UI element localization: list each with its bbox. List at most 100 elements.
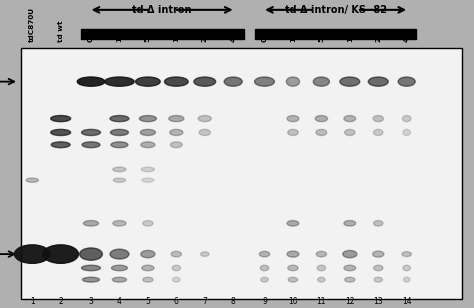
Ellipse shape bbox=[143, 277, 153, 282]
Ellipse shape bbox=[113, 221, 126, 226]
Ellipse shape bbox=[373, 251, 384, 257]
Text: 12: 12 bbox=[345, 298, 355, 306]
Text: 8: 8 bbox=[231, 298, 236, 306]
Text: 3: 3 bbox=[89, 298, 93, 306]
Ellipse shape bbox=[140, 129, 155, 136]
Ellipse shape bbox=[169, 116, 184, 122]
Text: tdC870U: tdC870U bbox=[29, 6, 35, 42]
Ellipse shape bbox=[199, 129, 210, 136]
Ellipse shape bbox=[287, 221, 299, 226]
Ellipse shape bbox=[288, 265, 298, 271]
Ellipse shape bbox=[286, 77, 300, 86]
Text: 1: 1 bbox=[30, 298, 35, 306]
Text: 0': 0' bbox=[88, 34, 94, 42]
Text: 1': 1' bbox=[290, 34, 296, 42]
Ellipse shape bbox=[170, 142, 182, 148]
Bar bbox=[21, 48, 462, 299]
Text: 5: 5 bbox=[146, 298, 150, 306]
Ellipse shape bbox=[82, 277, 100, 282]
Ellipse shape bbox=[82, 142, 100, 148]
Text: 11: 11 bbox=[317, 298, 326, 306]
Ellipse shape bbox=[340, 77, 360, 86]
Ellipse shape bbox=[344, 265, 356, 271]
Ellipse shape bbox=[112, 277, 127, 282]
Ellipse shape bbox=[113, 178, 126, 182]
Ellipse shape bbox=[164, 77, 188, 86]
Ellipse shape bbox=[287, 116, 299, 122]
Ellipse shape bbox=[136, 77, 160, 86]
Text: 10': 10' bbox=[173, 29, 179, 42]
Ellipse shape bbox=[345, 129, 355, 136]
Ellipse shape bbox=[111, 142, 128, 148]
Ellipse shape bbox=[402, 252, 411, 257]
Text: td Δ intron/ KS -82: td Δ intron/ KS -82 bbox=[284, 5, 387, 15]
Ellipse shape bbox=[313, 77, 329, 86]
Ellipse shape bbox=[143, 221, 153, 226]
Ellipse shape bbox=[51, 116, 71, 122]
Text: 6: 6 bbox=[174, 298, 179, 306]
Text: 4: 4 bbox=[117, 298, 122, 306]
Ellipse shape bbox=[318, 277, 325, 282]
Text: 0': 0' bbox=[262, 34, 267, 42]
Ellipse shape bbox=[315, 116, 328, 122]
Ellipse shape bbox=[105, 77, 134, 86]
Text: 20': 20' bbox=[202, 29, 208, 42]
Ellipse shape bbox=[224, 77, 242, 86]
Ellipse shape bbox=[287, 251, 299, 257]
Bar bbox=[81, 29, 244, 38]
Ellipse shape bbox=[374, 265, 383, 271]
Text: 5': 5' bbox=[145, 34, 151, 42]
Text: 5': 5' bbox=[319, 34, 324, 42]
Ellipse shape bbox=[51, 142, 70, 148]
Text: 40': 40' bbox=[404, 29, 410, 42]
Ellipse shape bbox=[316, 251, 327, 257]
Ellipse shape bbox=[142, 265, 154, 271]
Ellipse shape bbox=[142, 178, 154, 182]
Ellipse shape bbox=[141, 142, 155, 148]
Ellipse shape bbox=[368, 77, 388, 86]
Ellipse shape bbox=[170, 129, 183, 136]
Text: 7: 7 bbox=[202, 298, 207, 306]
Ellipse shape bbox=[260, 265, 269, 271]
Text: 10': 10' bbox=[347, 29, 353, 42]
Ellipse shape bbox=[194, 77, 216, 86]
Ellipse shape bbox=[141, 250, 155, 258]
Ellipse shape bbox=[344, 116, 356, 122]
Ellipse shape bbox=[43, 245, 78, 263]
Ellipse shape bbox=[255, 77, 274, 86]
Ellipse shape bbox=[374, 129, 383, 136]
Ellipse shape bbox=[110, 249, 129, 259]
Ellipse shape bbox=[261, 277, 268, 282]
Ellipse shape bbox=[80, 248, 102, 260]
Ellipse shape bbox=[14, 245, 50, 263]
Text: 40': 40' bbox=[230, 29, 236, 42]
Ellipse shape bbox=[141, 167, 155, 172]
Ellipse shape bbox=[373, 116, 383, 122]
Ellipse shape bbox=[316, 129, 327, 136]
Ellipse shape bbox=[82, 265, 100, 271]
Ellipse shape bbox=[317, 265, 326, 271]
Ellipse shape bbox=[374, 221, 383, 226]
Ellipse shape bbox=[198, 116, 211, 122]
Ellipse shape bbox=[374, 277, 383, 282]
Text: 9: 9 bbox=[262, 298, 267, 306]
Ellipse shape bbox=[403, 265, 410, 271]
Ellipse shape bbox=[288, 277, 298, 282]
Ellipse shape bbox=[113, 167, 126, 172]
Bar bbox=[255, 29, 416, 38]
Ellipse shape bbox=[259, 251, 270, 257]
Text: 2: 2 bbox=[58, 298, 63, 306]
Ellipse shape bbox=[403, 129, 410, 136]
Text: 14: 14 bbox=[402, 298, 411, 306]
Ellipse shape bbox=[398, 77, 415, 86]
Ellipse shape bbox=[343, 250, 357, 258]
Ellipse shape bbox=[344, 221, 356, 226]
Text: td wt: td wt bbox=[58, 20, 64, 42]
Ellipse shape bbox=[345, 277, 355, 282]
Ellipse shape bbox=[110, 129, 128, 136]
Ellipse shape bbox=[402, 116, 411, 122]
Ellipse shape bbox=[403, 277, 410, 282]
Text: 13: 13 bbox=[374, 298, 383, 306]
Ellipse shape bbox=[111, 265, 128, 271]
Ellipse shape bbox=[139, 116, 156, 122]
